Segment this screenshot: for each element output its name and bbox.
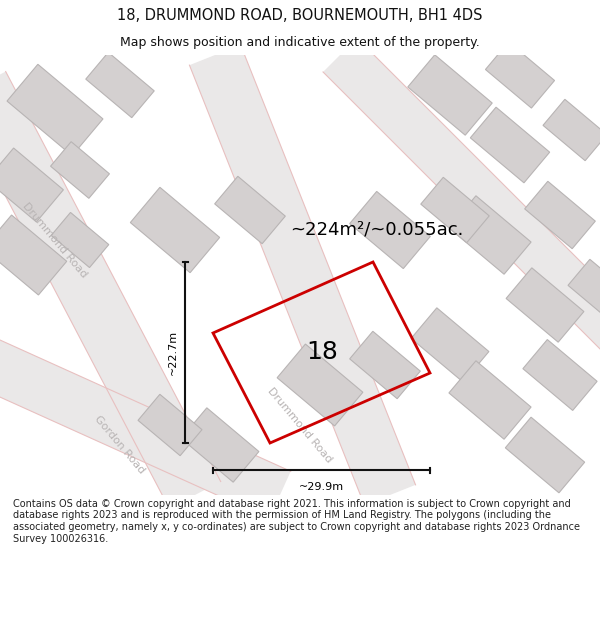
Polygon shape xyxy=(277,344,363,426)
Polygon shape xyxy=(0,148,64,222)
Polygon shape xyxy=(543,99,600,161)
Polygon shape xyxy=(181,408,259,482)
Text: 18, DRUMMOND ROAD, BOURNEMOUTH, BH1 4DS: 18, DRUMMOND ROAD, BOURNEMOUTH, BH1 4DS xyxy=(117,8,483,23)
Polygon shape xyxy=(138,394,202,456)
Polygon shape xyxy=(0,331,291,519)
Polygon shape xyxy=(323,38,600,352)
Polygon shape xyxy=(190,45,416,505)
Polygon shape xyxy=(0,215,67,295)
Text: ~22.7m: ~22.7m xyxy=(168,330,178,375)
Polygon shape xyxy=(50,142,109,198)
Polygon shape xyxy=(51,213,109,268)
Text: ~29.9m: ~29.9m xyxy=(299,482,344,492)
Polygon shape xyxy=(523,339,597,411)
Polygon shape xyxy=(350,191,430,269)
Polygon shape xyxy=(524,181,595,249)
Polygon shape xyxy=(350,331,421,399)
Text: Drummond Road: Drummond Road xyxy=(21,201,89,279)
Polygon shape xyxy=(411,308,489,382)
Polygon shape xyxy=(0,71,221,509)
Polygon shape xyxy=(7,64,103,156)
Polygon shape xyxy=(449,196,531,274)
Polygon shape xyxy=(130,188,220,272)
Polygon shape xyxy=(568,259,600,321)
Text: Gordon Road: Gordon Road xyxy=(93,414,147,476)
Text: ~224m²/~0.055ac.: ~224m²/~0.055ac. xyxy=(290,221,463,239)
Polygon shape xyxy=(86,52,154,118)
Polygon shape xyxy=(215,176,286,244)
Polygon shape xyxy=(506,268,584,342)
Text: Drummond Road: Drummond Road xyxy=(266,386,334,464)
Polygon shape xyxy=(470,107,550,183)
Text: 18: 18 xyxy=(306,340,338,364)
Polygon shape xyxy=(421,177,489,242)
Text: Map shows position and indicative extent of the property.: Map shows position and indicative extent… xyxy=(120,36,480,49)
Polygon shape xyxy=(505,417,584,493)
Text: Contains OS data © Crown copyright and database right 2021. This information is : Contains OS data © Crown copyright and d… xyxy=(13,499,580,544)
Polygon shape xyxy=(485,42,554,108)
Polygon shape xyxy=(449,361,531,439)
Polygon shape xyxy=(408,55,492,135)
